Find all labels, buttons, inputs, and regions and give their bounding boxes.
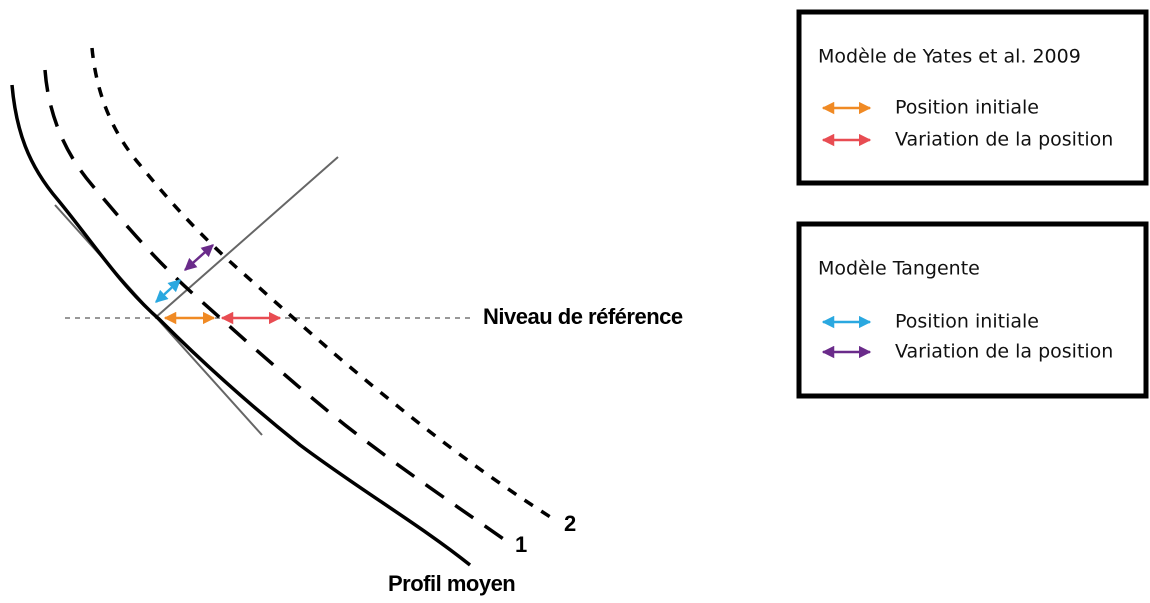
legend-item: Position initiale bbox=[895, 311, 1039, 333]
legend-box bbox=[796, 221, 1149, 399]
curve-label: 1 bbox=[515, 532, 527, 557]
legend-item: Position initiale bbox=[895, 97, 1039, 119]
reference-label: Niveau de référence bbox=[483, 304, 683, 329]
profile-label: Profil moyen bbox=[388, 571, 515, 596]
legend-box bbox=[796, 9, 1149, 186]
arrow-tangent-initial bbox=[155, 279, 181, 303]
arrow-tangent-variation bbox=[184, 244, 214, 271]
profile-2 bbox=[90, 47, 556, 522]
legend-item: Variation de la position bbox=[895, 129, 1113, 151]
normal-line bbox=[154, 156, 339, 319]
legend-item: Variation de la position bbox=[895, 341, 1113, 363]
legend-title: Modèle de Yates et al. 2009 bbox=[818, 46, 1081, 68]
legend-title: Modèle Tangente bbox=[818, 258, 980, 280]
profile-1 bbox=[43, 69, 507, 542]
curve-label: 2 bbox=[564, 511, 576, 536]
mean-profile bbox=[10, 84, 472, 567]
